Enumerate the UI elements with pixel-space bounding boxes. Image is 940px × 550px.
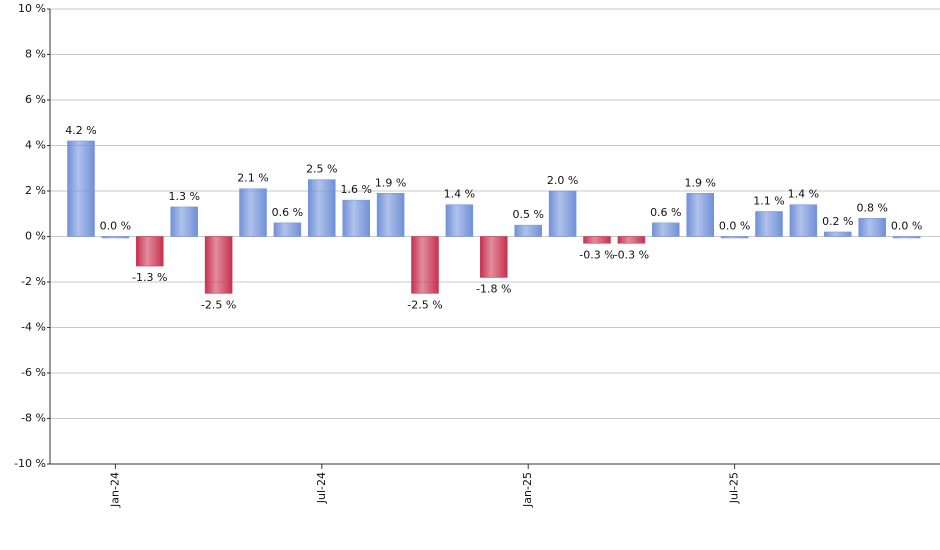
- y-tick-label: -4 %: [21, 321, 46, 334]
- data-label: 0.5 %: [512, 208, 543, 221]
- bar: [824, 231, 852, 237]
- data-label: -0.3 %: [614, 248, 649, 261]
- bar: [101, 236, 130, 239]
- y-tick-label: 10 %: [18, 2, 46, 15]
- bar: [308, 179, 336, 237]
- data-label: 1.9 %: [375, 176, 406, 189]
- data-label: -1.3 %: [132, 271, 167, 284]
- y-tick-label: -8 %: [21, 412, 46, 425]
- x-tick-label: Jan-24: [108, 472, 121, 508]
- y-tick-label: 8 %: [25, 48, 46, 61]
- bar: [892, 236, 921, 239]
- data-label: 0.0 %: [100, 220, 131, 233]
- data-label: 2.0 %: [547, 174, 578, 187]
- data-label: 1.9 %: [684, 176, 715, 189]
- bar: [411, 236, 439, 294]
- bar: [686, 193, 714, 237]
- bar: [617, 236, 646, 244]
- bar: [239, 188, 267, 237]
- bar: [445, 204, 474, 237]
- data-label: 1.6 %: [340, 183, 371, 196]
- bar: [514, 224, 542, 237]
- bar: [170, 206, 198, 237]
- bar: [755, 211, 783, 237]
- bar: [858, 218, 886, 237]
- bar: [652, 222, 680, 237]
- y-tick-label: 6 %: [25, 93, 46, 106]
- bar: [376, 193, 405, 237]
- bar: [789, 204, 818, 237]
- bar: [583, 236, 611, 244]
- bar: [480, 236, 508, 278]
- data-label: 1.4 %: [444, 188, 475, 201]
- bar: [204, 236, 233, 294]
- y-tick-label: 0 %: [25, 230, 46, 243]
- data-label: 0.0 %: [719, 220, 750, 233]
- data-label: 0.6 %: [272, 206, 303, 219]
- y-tick-label: 2 %: [25, 184, 46, 197]
- data-label: 1.3 %: [168, 190, 199, 203]
- data-label: 0.2 %: [822, 215, 853, 228]
- data-label: 0.8 %: [856, 201, 887, 214]
- data-label: 1.1 %: [753, 194, 784, 207]
- bar: [342, 199, 370, 237]
- y-tick-label: -6 %: [21, 366, 46, 379]
- data-label: 1.4 %: [788, 188, 819, 201]
- data-label: 2.1 %: [237, 172, 268, 185]
- data-label: 2.5 %: [306, 163, 337, 176]
- data-label: 4.2 %: [65, 124, 96, 137]
- y-tick-label: -2 %: [21, 275, 46, 288]
- data-label: 0.6 %: [650, 206, 681, 219]
- x-tick-label: Jul-25: [728, 472, 741, 504]
- bar: [67, 140, 95, 237]
- y-tick-label: -10 %: [14, 457, 46, 470]
- x-tick-label: Jan-25: [521, 472, 534, 508]
- data-label: -0.3 %: [579, 248, 614, 261]
- data-label: -2.5 %: [407, 298, 442, 311]
- x-tick-label: Jul-24: [315, 472, 328, 504]
- data-label: 0.0 %: [891, 220, 922, 233]
- data-label: -1.8 %: [476, 282, 511, 295]
- bar: [273, 222, 302, 237]
- y-tick-label: 4 %: [25, 139, 46, 152]
- bar: [136, 236, 164, 267]
- bar: [720, 236, 749, 239]
- data-label: -2.5 %: [201, 298, 236, 311]
- bar: [548, 190, 577, 237]
